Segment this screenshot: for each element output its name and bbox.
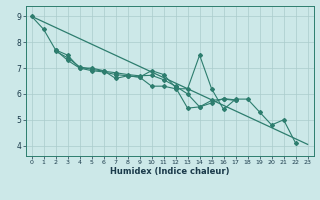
X-axis label: Humidex (Indice chaleur): Humidex (Indice chaleur) xyxy=(110,167,229,176)
